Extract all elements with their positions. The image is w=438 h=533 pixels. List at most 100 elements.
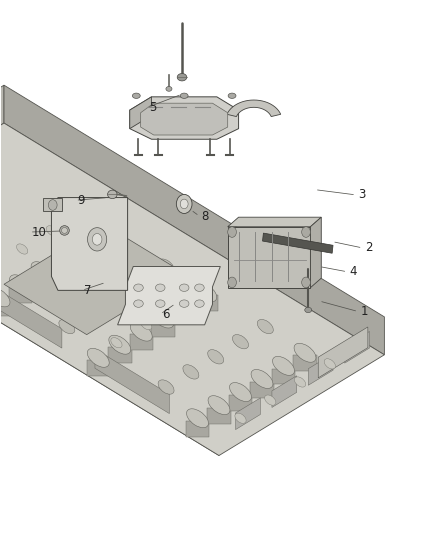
Ellipse shape	[59, 319, 75, 334]
Ellipse shape	[173, 296, 195, 315]
Polygon shape	[236, 398, 260, 430]
Polygon shape	[0, 186, 219, 456]
Polygon shape	[0, 300, 11, 316]
Polygon shape	[95, 349, 170, 414]
Ellipse shape	[180, 93, 188, 99]
Ellipse shape	[194, 300, 204, 308]
Ellipse shape	[31, 262, 53, 281]
Polygon shape	[186, 421, 209, 437]
Ellipse shape	[257, 319, 273, 334]
Polygon shape	[194, 295, 218, 311]
Polygon shape	[207, 408, 231, 424]
Polygon shape	[228, 227, 311, 288]
Ellipse shape	[200, 283, 212, 293]
Circle shape	[228, 277, 237, 288]
Text: 2: 2	[365, 241, 372, 254]
Ellipse shape	[131, 322, 152, 341]
Ellipse shape	[111, 337, 122, 348]
Ellipse shape	[158, 380, 174, 394]
Ellipse shape	[158, 259, 174, 273]
Ellipse shape	[46, 226, 57, 236]
Polygon shape	[262, 233, 333, 253]
Circle shape	[302, 227, 311, 237]
Polygon shape	[272, 376, 297, 407]
Ellipse shape	[74, 236, 96, 254]
Ellipse shape	[87, 349, 109, 367]
Polygon shape	[227, 100, 281, 117]
Circle shape	[48, 200, 57, 211]
Ellipse shape	[95, 222, 117, 241]
Ellipse shape	[141, 319, 152, 330]
Ellipse shape	[230, 383, 251, 401]
Ellipse shape	[155, 300, 165, 308]
Text: 3: 3	[358, 189, 366, 201]
Text: 1: 1	[360, 305, 368, 318]
Ellipse shape	[152, 309, 174, 328]
Text: 4: 4	[350, 265, 357, 278]
Polygon shape	[272, 368, 295, 384]
Circle shape	[302, 277, 311, 288]
Polygon shape	[0, 123, 385, 456]
Polygon shape	[73, 248, 97, 263]
Ellipse shape	[109, 289, 124, 303]
Ellipse shape	[132, 93, 140, 99]
Circle shape	[177, 195, 192, 214]
Ellipse shape	[76, 208, 87, 218]
Polygon shape	[228, 217, 321, 227]
Ellipse shape	[183, 365, 199, 379]
Ellipse shape	[134, 284, 143, 292]
Ellipse shape	[180, 300, 189, 308]
Ellipse shape	[133, 274, 149, 288]
Text: 9: 9	[78, 193, 85, 207]
Ellipse shape	[208, 350, 224, 364]
Ellipse shape	[166, 86, 172, 91]
Ellipse shape	[194, 284, 204, 292]
Text: 7: 7	[84, 284, 92, 297]
Ellipse shape	[180, 284, 189, 292]
Polygon shape	[4, 85, 385, 355]
Ellipse shape	[109, 335, 131, 354]
Polygon shape	[345, 332, 370, 363]
Ellipse shape	[108, 190, 117, 199]
Polygon shape	[229, 395, 252, 410]
Text: 5: 5	[149, 101, 157, 114]
Polygon shape	[130, 97, 152, 128]
Ellipse shape	[324, 359, 336, 369]
Ellipse shape	[305, 308, 312, 313]
Polygon shape	[9, 287, 32, 303]
Ellipse shape	[177, 74, 187, 81]
Polygon shape	[0, 85, 4, 224]
Ellipse shape	[53, 248, 74, 268]
Polygon shape	[43, 198, 62, 212]
Ellipse shape	[17, 244, 28, 254]
Ellipse shape	[294, 343, 316, 362]
Polygon shape	[173, 308, 196, 324]
Ellipse shape	[61, 228, 67, 233]
Ellipse shape	[233, 335, 248, 349]
Polygon shape	[151, 321, 174, 337]
Ellipse shape	[228, 93, 236, 99]
Polygon shape	[108, 348, 131, 364]
Polygon shape	[311, 217, 321, 288]
Polygon shape	[130, 97, 239, 139]
Polygon shape	[52, 261, 75, 277]
Circle shape	[180, 199, 188, 209]
Polygon shape	[250, 382, 274, 398]
Polygon shape	[130, 334, 153, 350]
Circle shape	[228, 227, 237, 237]
Text: 8: 8	[201, 209, 209, 223]
Ellipse shape	[235, 413, 246, 423]
Polygon shape	[51, 198, 127, 290]
Ellipse shape	[84, 304, 100, 319]
Polygon shape	[293, 356, 317, 372]
Polygon shape	[117, 266, 220, 325]
Ellipse shape	[60, 225, 69, 235]
Ellipse shape	[294, 377, 306, 387]
Circle shape	[88, 228, 107, 251]
Polygon shape	[0, 284, 62, 348]
Polygon shape	[87, 360, 110, 376]
Ellipse shape	[195, 283, 217, 302]
Polygon shape	[308, 353, 333, 385]
Ellipse shape	[251, 369, 273, 389]
Ellipse shape	[155, 284, 165, 292]
